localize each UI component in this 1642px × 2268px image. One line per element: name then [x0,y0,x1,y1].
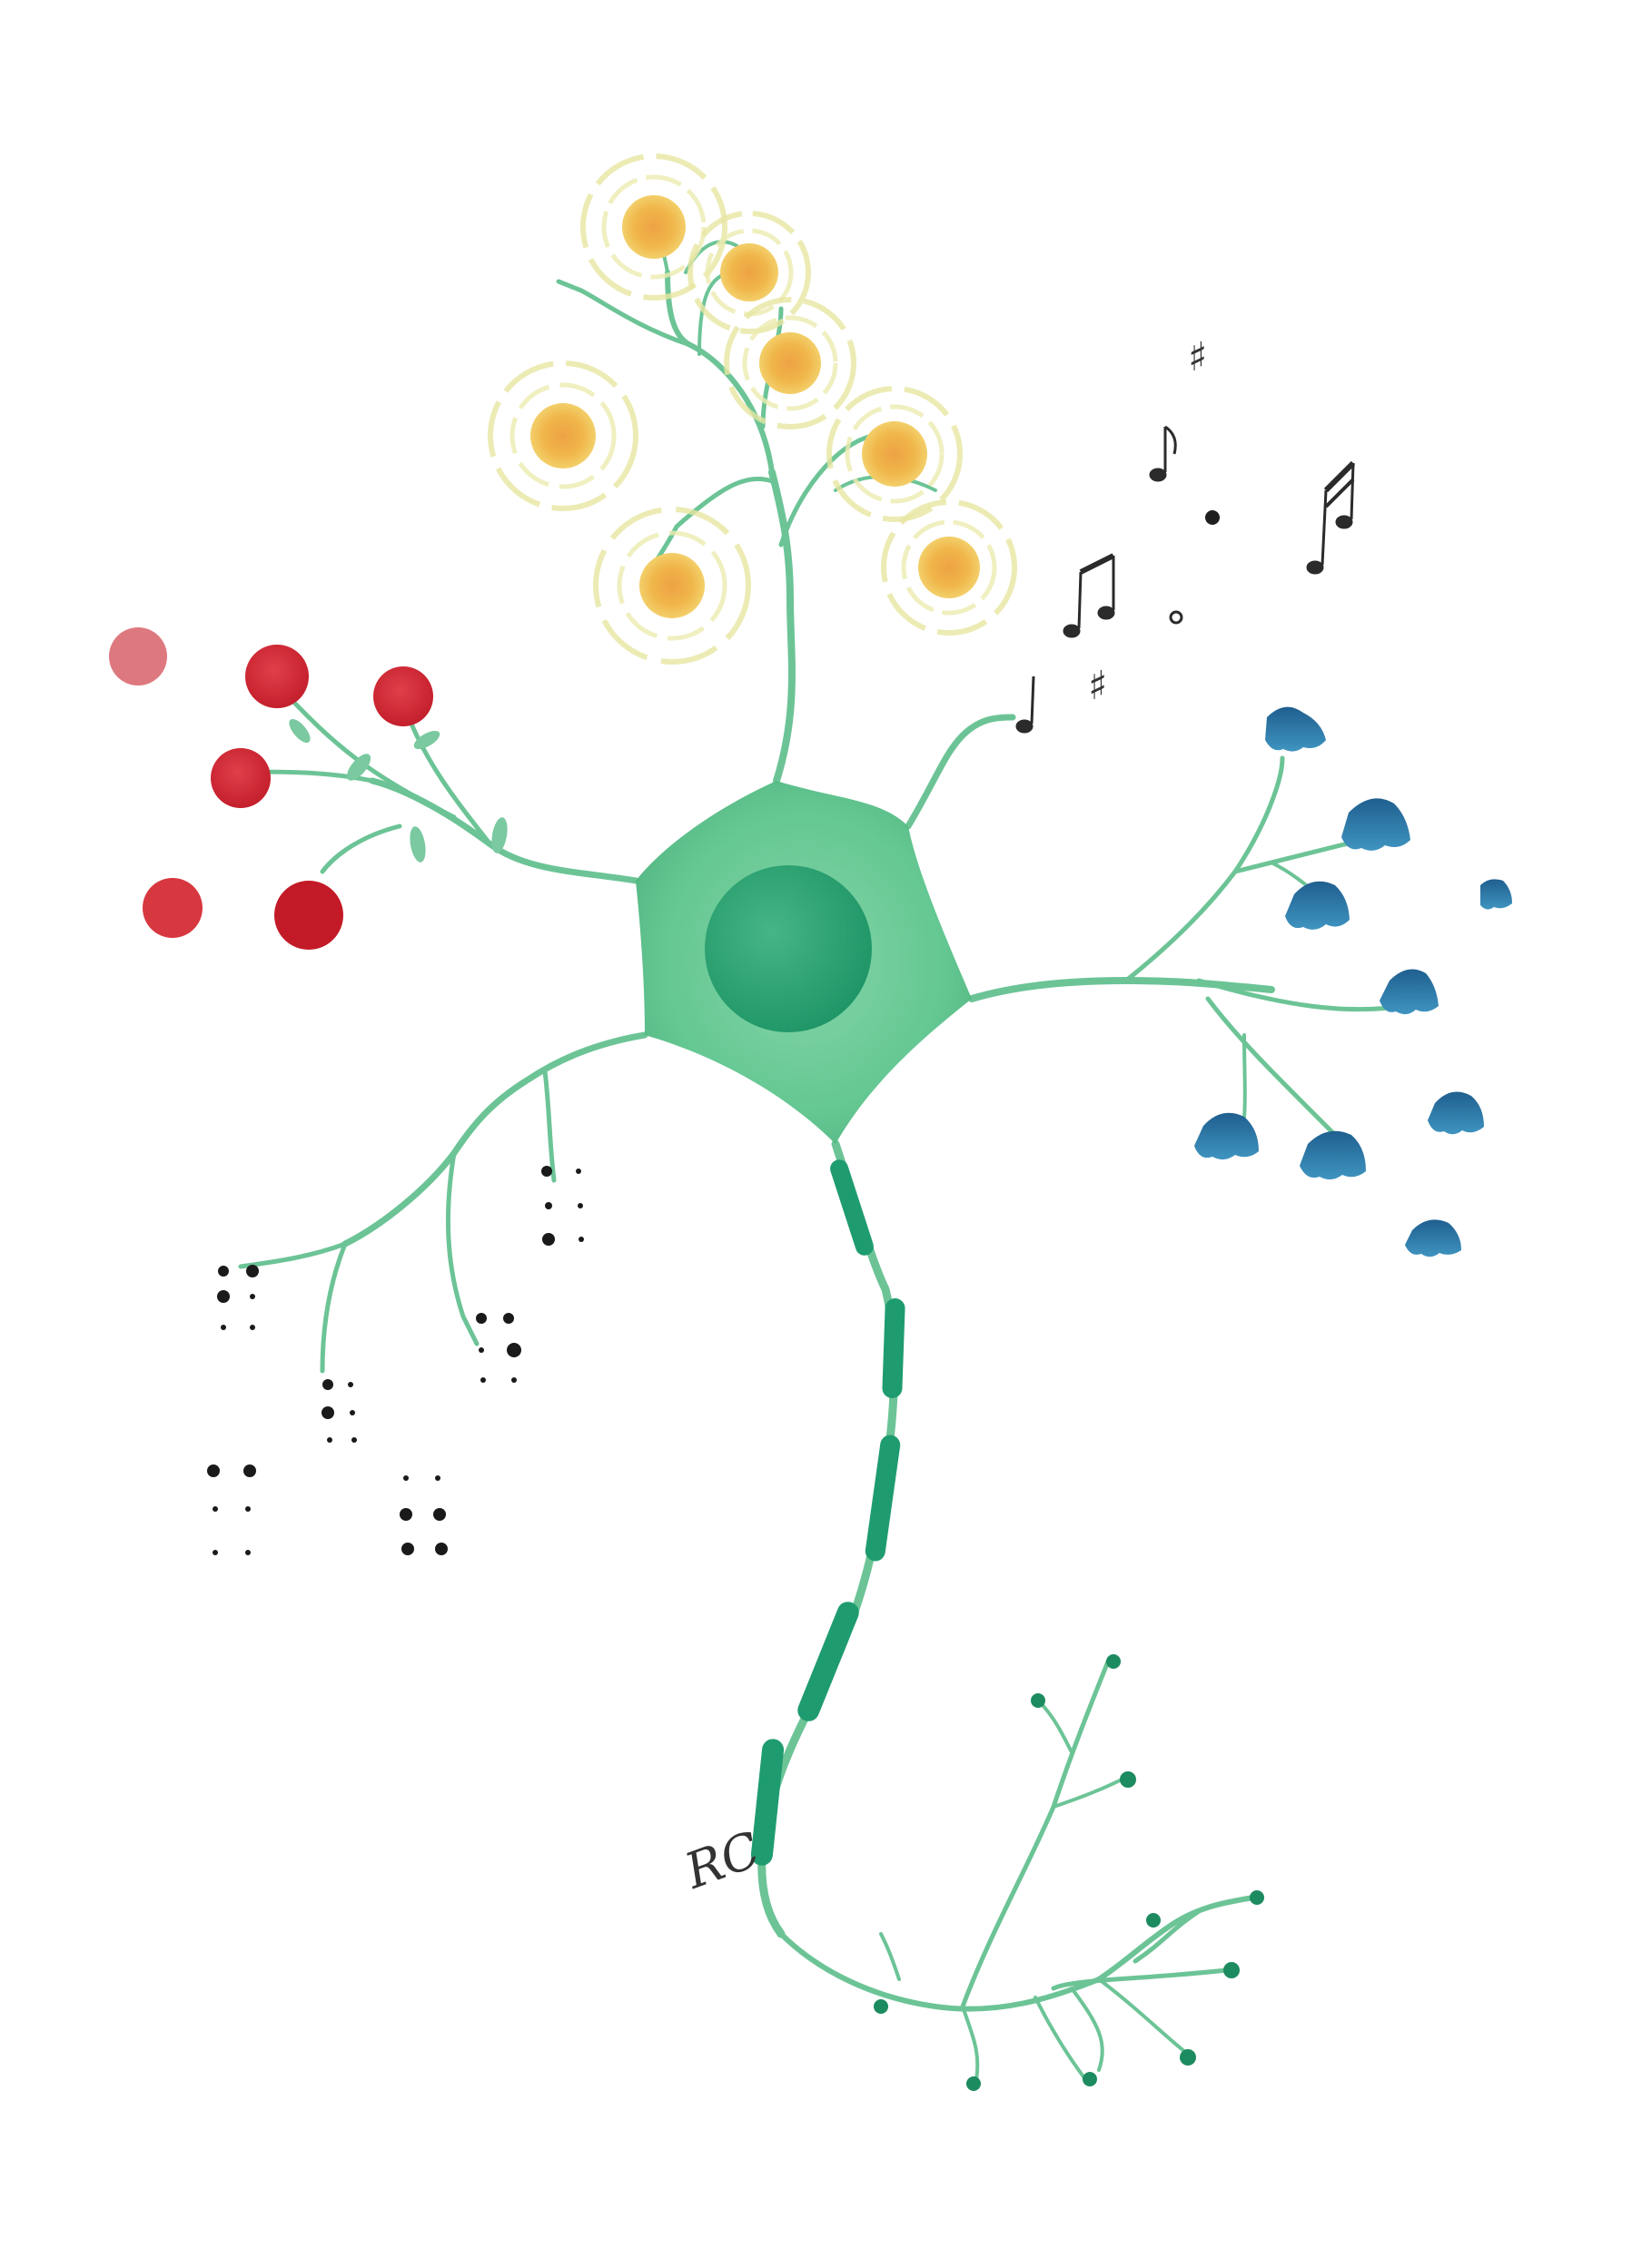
blue-bell [1341,798,1410,851]
red-berry [211,748,271,808]
beamed-notes [1306,460,1356,575]
eighth-note [1149,425,1177,482]
quarter-note [1015,675,1035,734]
sharp-sign: ♯ [1188,334,1207,380]
blue-bell [1265,706,1326,752]
braille-cell [541,1166,584,1246]
blue-bell-flowers [1194,706,1512,1257]
whole-note [1169,610,1183,625]
axon-terminals [874,1654,1264,2091]
red-berry [143,878,203,938]
blue-bell [1405,1219,1461,1257]
blue-bell [1480,879,1512,910]
dendrites [238,207,1392,1374]
blue-bell [1428,1091,1484,1135]
berry-leaves [289,718,508,863]
red-berry [274,881,343,950]
yellow-flower [724,297,856,429]
yellow-flower [881,499,1017,636]
yellow-flower [488,360,638,511]
red-berry [373,666,433,726]
dot-note [1205,510,1220,525]
braille-dots [207,1166,584,1555]
music-notes: ♯ ♯ [1015,334,1356,734]
yellow-flower [593,507,751,665]
braille-cell [321,1379,357,1443]
blue-bell [1285,881,1350,930]
blue-bell [1194,1112,1259,1160]
axon [750,1139,1264,2091]
nucleus [705,865,872,1032]
red-berry [109,627,167,685]
red-berries [109,627,508,950]
sharp-sign: ♯ [1088,663,1107,709]
myelin-sheath [750,1159,905,1866]
red-berry [245,645,309,708]
braille-cell [400,1475,448,1555]
yellow-flower [687,211,811,334]
yellow-flowers [488,153,1017,665]
blue-bell [1380,969,1439,1015]
braille-cell [207,1464,256,1555]
braille-cell [217,1265,259,1330]
yellow-flower [580,153,727,301]
blue-bell [1300,1130,1366,1180]
soma [636,781,972,1144]
beamed-notes [1063,553,1115,638]
yellow-flower [826,386,963,522]
braille-cell [476,1313,521,1383]
